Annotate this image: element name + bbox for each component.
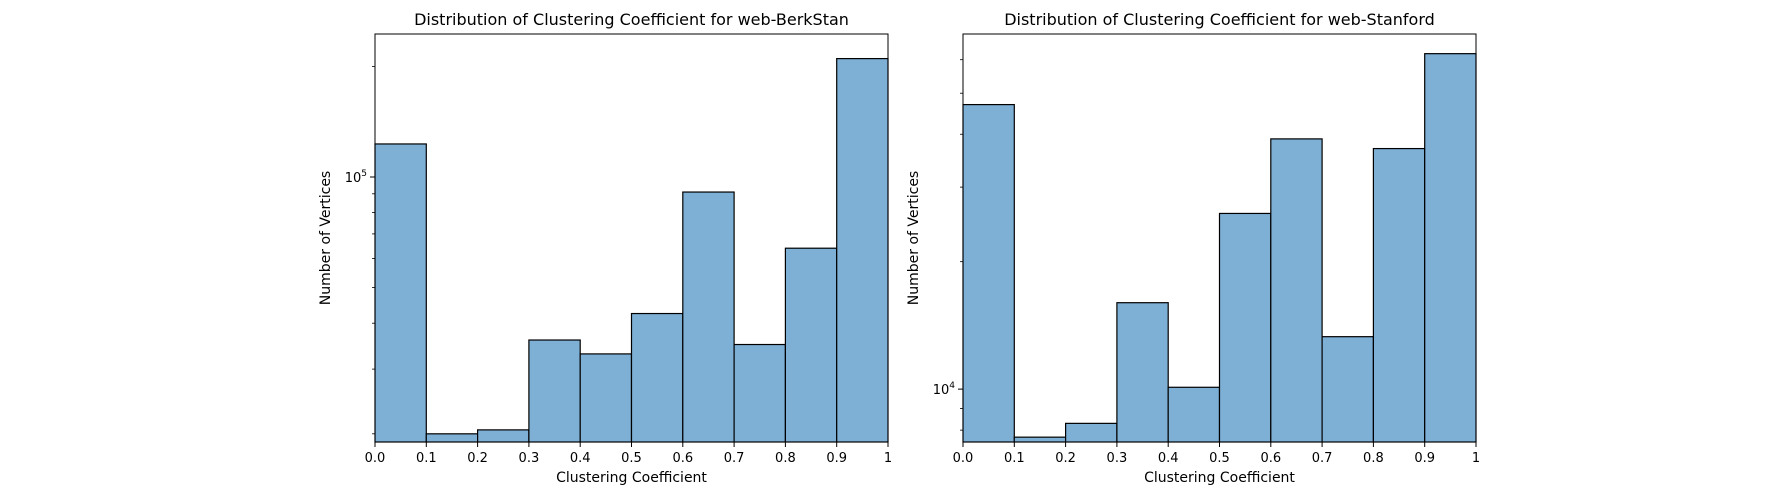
x-tick-label: 1: [1472, 451, 1480, 466]
x-tick-label: 0.5: [621, 451, 642, 466]
histogram-bar: [836, 57, 889, 443]
histogram-bar: [1116, 302, 1169, 443]
histogram-bar: [784, 247, 838, 443]
y-tick-label: 105: [345, 169, 367, 186]
histogram-bar: [630, 312, 684, 443]
chart-berkstan: 0.0 0.1 0.2 0.3 0.4 0.5 0.6 0.7 0.8 0.9 1 105 Distri…: [318, 10, 892, 486]
histogram-bar: [733, 343, 786, 443]
x-tick-label: 0.7: [1312, 451, 1333, 466]
x-axis-label: Clustering Coefficient: [1144, 470, 1295, 486]
x-tick-label: 0.9: [826, 451, 847, 466]
histogram-bar: [477, 429, 530, 443]
chart-title: Distribution of Clustering Coefficient f…: [1004, 10, 1435, 29]
x-tick-label: 0.8: [1363, 451, 1384, 466]
histogram-bar: [1218, 212, 1272, 443]
x-tick-label: 0.4: [570, 451, 591, 466]
x-tick-label: 0.0: [953, 451, 974, 466]
x-tick-label: 0.3: [1107, 451, 1128, 466]
x-tick-label: 0.5: [1209, 451, 1230, 466]
histogram-bar: [374, 143, 427, 443]
x-tick-label: 1: [884, 451, 892, 466]
histogram-bar: [962, 103, 1015, 443]
x-tick-label: 0.4: [1158, 451, 1179, 466]
histogram-bar: [425, 433, 479, 443]
x-tick-label: 0.6: [1260, 451, 1281, 466]
x-axis-label: Clustering Coefficient: [556, 470, 707, 486]
x-tick-label: 0.2: [467, 451, 488, 466]
x-tick-label: 0.7: [724, 451, 745, 466]
y-axis-label: Number of Vertices: [906, 171, 922, 305]
y-axis-label: Number of Vertices: [318, 171, 334, 305]
x-tick-label: 0.3: [519, 451, 540, 466]
x-tick-label: 0.1: [1004, 451, 1025, 466]
histogram-bar: [579, 353, 633, 443]
histogram-bar: [1372, 147, 1426, 443]
x-tick-label: 0.2: [1055, 451, 1076, 466]
histogram-bar: [1167, 386, 1221, 443]
histogram-bar: [1424, 53, 1477, 443]
x-tick-label: 0.0: [365, 451, 386, 466]
x-tick-label: 0.8: [775, 451, 796, 466]
histogram-bar: [1270, 138, 1323, 443]
histogram-bar: [682, 191, 735, 443]
histogram-bar: [528, 339, 581, 443]
chart-title: Distribution of Clustering Coefficient f…: [414, 10, 849, 29]
chart-stanford: 0.0 0.1 0.2 0.3 0.4 0.5 0.6 0.7 0.8 0.9 1 104 Distri…: [906, 10, 1480, 486]
x-tick-label: 0.9: [1414, 451, 1435, 466]
x-tick-label: 0.1: [416, 451, 437, 466]
histogram-bar: [1064, 422, 1118, 443]
x-tick-label: 0.6: [672, 451, 693, 466]
histogram-bar: [1321, 336, 1374, 443]
y-tick-label: 104: [933, 381, 956, 398]
histogram-bar: [1013, 436, 1067, 443]
